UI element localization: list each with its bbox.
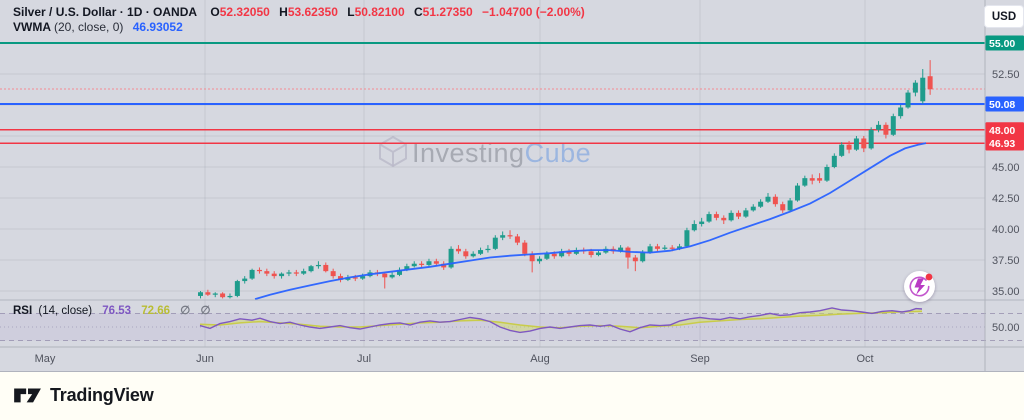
indicator-name: VWMA	[13, 20, 51, 34]
price-chip	[985, 122, 1024, 138]
ohlc-close-label: C	[413, 5, 423, 19]
svg-text:35.00: 35.00	[992, 286, 1020, 298]
rsi-ma-value: 72.66	[141, 305, 171, 317]
rsi-axis-tick: 50.00	[992, 322, 1020, 334]
rsi-value: 76.53	[102, 305, 132, 317]
ohlc-high-label: H	[279, 5, 288, 19]
month-label: Aug	[530, 353, 550, 365]
svg-text:50.08: 50.08	[989, 99, 1015, 111]
symbol-title[interactable]: Silver / U.S. Dollar · 1D · OANDA	[13, 5, 198, 19]
ohlc-open-label: O	[210, 5, 220, 19]
footer-brand-text: TradingView	[50, 384, 154, 405]
ohlc-open-value: 52.32050	[219, 5, 270, 19]
footer-attribution[interactable]: TradingView	[13, 383, 154, 407]
time-axis[interactable]: May Jun Jul Aug Sep Oct	[35, 353, 874, 365]
currency-button[interactable]: USD	[984, 5, 1024, 28]
svg-text:45.00: 45.00	[992, 162, 1020, 174]
indicator-params: (20, close, 0)	[54, 20, 124, 34]
month-label: Jul	[357, 353, 371, 365]
pane-separators	[0, 0, 1024, 372]
price-chip	[985, 35, 1024, 51]
indicator-legend-row: VWMA (20, close, 0) 46.93052	[13, 20, 585, 34]
change-value: −1.04700 (−2.00%)	[482, 5, 585, 19]
level-lines	[0, 41, 985, 144]
ohlc-close-value: 51.27350	[422, 5, 473, 19]
price-chip	[985, 135, 1024, 151]
indicator-vwma-title[interactable]: VWMA (20, close, 0)	[13, 20, 123, 34]
ohlc-low-value: 50.82100	[354, 5, 405, 19]
chart-background	[0, 0, 1024, 372]
cube-icon	[379, 135, 407, 168]
vwma-line	[254, 142, 927, 300]
rsi-legend[interactable]: RSI (14, close) 76.53 72.66 ∅ ∅	[13, 303, 211, 317]
rsi-band1-value: ∅	[180, 305, 191, 317]
rsi-band2-value: ∅	[200, 305, 211, 317]
rsi-line	[199, 307, 923, 334]
svg-text:46.93: 46.93	[989, 138, 1015, 150]
svg-text:52.50: 52.50	[992, 69, 1020, 81]
flash-badge[interactable]	[904, 271, 935, 302]
tradingview-logo-icon	[14, 388, 41, 403]
symbol-legend-row: Silver / U.S. Dollar · 1D · OANDA O52.32…	[13, 5, 585, 19]
svg-text:48.00: 48.00	[989, 125, 1015, 137]
svg-text:55.00: 55.00	[989, 38, 1015, 50]
rsi-title: RSI	[13, 305, 33, 317]
candlestick-series	[198, 60, 933, 299]
price-chip	[985, 96, 1024, 112]
lightning-bolt-icon	[909, 273, 933, 297]
svg-text:40.00: 40.00	[992, 224, 1020, 236]
price-chart-canvas[interactable]: InvestingCube 52.50 45.00 42.50 40.00 37.50 35…	[0, 0, 1024, 372]
indicator-vwma-value: 46.93052	[132, 20, 183, 34]
ohlc-high-value: 53.62350	[287, 5, 338, 19]
month-label: May	[35, 353, 56, 365]
investingcube-watermark: InvestingCube	[379, 135, 591, 168]
price-axis[interactable]: 52.50 45.00 42.50 40.00 37.50 35.00 50.00	[992, 69, 1020, 334]
month-label: Jun	[196, 353, 214, 365]
month-label: Oct	[856, 353, 873, 365]
rsi-band-borders	[0, 312, 1024, 342]
svg-text:37.50: 37.50	[992, 255, 1020, 267]
svg-text:42.50: 42.50	[992, 193, 1020, 205]
rsi-params: (14, close)	[38, 305, 93, 317]
legend: Silver / U.S. Dollar · 1D · OANDA O52.32…	[13, 5, 585, 35]
ohlc-low-label: L	[347, 5, 355, 19]
month-label: Sep	[690, 353, 710, 365]
